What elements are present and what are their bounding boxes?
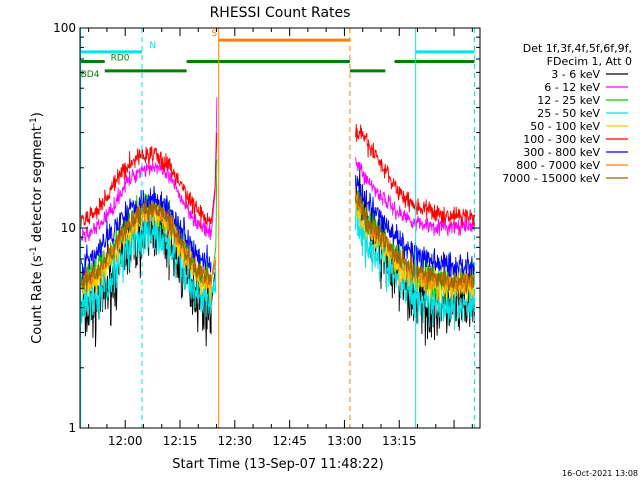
legend-label-5: 100 - 300 keV <box>523 133 600 146</box>
flag-layer: N S RD0 BD4 <box>80 29 475 80</box>
legend-label-3: 25 - 50 keV <box>537 107 600 120</box>
legend-label-2: 12 - 25 keV <box>537 94 600 107</box>
y-tick-label-0: 1 <box>68 421 76 435</box>
series-5 <box>80 123 475 228</box>
x-tick-label-4: 13:00 <box>327 434 362 448</box>
generation-timestamp: 16-Oct-2021 13:08 <box>562 469 638 478</box>
series-8 <box>80 191 475 295</box>
legend-label-4: 50 - 100 keV <box>530 120 600 133</box>
x-tick-label-1: 12:15 <box>163 434 198 448</box>
x-tick-label-3: 12:45 <box>272 434 307 448</box>
chart-title: RHESSI Count Rates <box>210 5 351 21</box>
x-tick-label-5: 13:15 <box>382 434 417 448</box>
marker-layer <box>80 28 476 428</box>
flag-label-3: BD4 <box>81 70 100 80</box>
legend-header-line-1: Det 1f,3f,4f,5f,6f,9f, <box>523 42 632 55</box>
legend-label-0: 3 - 6 keV <box>551 68 600 81</box>
legend: Det 1f,3f,4f,5f,6f,9f, FDecim 1, Att 0 3… <box>502 42 632 185</box>
x-tick-label-2: 12:30 <box>218 434 253 448</box>
axis-ticks: 1 10 100 12:00 12:15 12:30 12:45 13:00 13:15 <box>53 21 480 448</box>
series-layer <box>80 97 475 347</box>
x-axis-label: Start Time (13-Sep-07 11:48:22) <box>172 457 383 472</box>
legend-label-7: 800 - 7000 keV <box>516 159 600 172</box>
y-label-sup1: -1 <box>29 246 39 255</box>
flag-label-1: S <box>211 29 217 39</box>
y-tick-label-2: 100 <box>53 21 76 35</box>
y-axis-label: Count Rate (s-1 detector segment-1) <box>29 112 45 344</box>
legend-label-6: 300 - 800 keV <box>523 146 600 159</box>
y-label-main: Count Rate (s <box>30 255 45 344</box>
y-tick-label-1: 10 <box>61 221 76 235</box>
y-label-end: ) <box>30 112 45 117</box>
legend-header-line-2: FDecim 1, Att 0 <box>547 55 632 68</box>
legend-label-1: 6 - 12 keV <box>544 81 600 94</box>
flag-label-2: RD0 <box>111 53 130 63</box>
series-1 <box>80 97 475 243</box>
y-label-sup2: -1 <box>29 117 39 126</box>
legend-label-8: 7000 - 15000 keV <box>502 172 600 185</box>
flag-label-0: N <box>149 41 156 51</box>
x-tick-label-0: 12:00 <box>108 434 143 448</box>
y-label-mid: detector segment <box>30 126 45 246</box>
